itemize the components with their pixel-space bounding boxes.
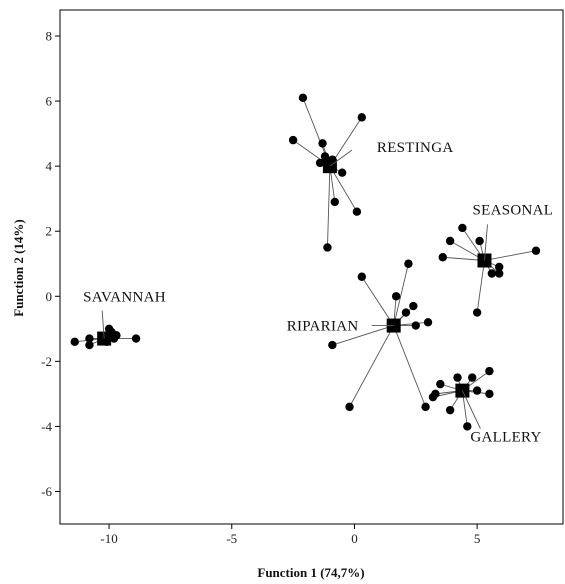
y-tick-label: -2: [41, 354, 52, 369]
group-label-restinga: RESTINGA: [377, 140, 454, 156]
group-label-savannah: SAVANNAH: [83, 290, 166, 306]
y-tick-label: 6: [46, 94, 53, 109]
y-tick-label: -6: [41, 484, 52, 499]
spoke-line-riparian: [362, 277, 394, 326]
point-riparian: [345, 403, 353, 411]
point-seasonal: [458, 224, 466, 232]
group-label-riparian: RIPARIAN: [287, 319, 359, 335]
point-seasonal: [446, 237, 454, 245]
point-restinga: [338, 168, 346, 176]
axis-ticks: -10 -5 0 5 -6 -4 -2 0 2 4 6 8: [41, 29, 480, 546]
point-riparian: [402, 308, 410, 316]
point-gallery: [429, 393, 437, 401]
point-riparian: [424, 318, 432, 326]
point-gallery: [468, 373, 476, 381]
point-riparian: [392, 292, 400, 300]
x-tick-label: -5: [226, 531, 237, 546]
point-restinga: [299, 94, 307, 102]
x-axis-title: Function 1 (74,7%): [257, 565, 364, 580]
group-label-seasonal: SEASONAL: [472, 202, 553, 218]
case-points: [71, 94, 541, 431]
point-seasonal: [488, 269, 496, 277]
point-seasonal: [475, 237, 483, 245]
point-seasonal: [495, 263, 503, 271]
point-restinga: [331, 198, 339, 206]
point-riparian: [412, 321, 420, 329]
point-riparian: [421, 403, 429, 411]
y-axis-title: Function 2 (14%): [11, 219, 26, 317]
y-tick-label: 2: [46, 224, 53, 239]
group-labels: RESTINGA SEASONAL SAVANNAH RIPARIAN GALLERY: [83, 140, 553, 445]
point-seasonal: [473, 308, 481, 316]
point-restinga: [323, 243, 331, 251]
group-label-gallery: GALLERY: [470, 430, 541, 446]
spoke-line-seasonal: [477, 260, 484, 312]
x-tick-label: 0: [351, 531, 358, 546]
spoke-line-restinga: [327, 166, 329, 247]
point-riparian: [409, 302, 417, 310]
group-spokes: [75, 98, 536, 427]
point-savannah: [71, 338, 79, 346]
y-tick-label: 8: [46, 29, 53, 44]
point-gallery: [453, 373, 461, 381]
point-gallery: [446, 406, 454, 414]
point-restinga: [353, 207, 361, 215]
point-riparian: [404, 260, 412, 268]
y-tick-label: -4: [41, 419, 52, 434]
point-restinga: [289, 136, 297, 144]
x-tick-label: -10: [100, 531, 117, 546]
point-gallery: [473, 386, 481, 394]
spoke-line-seasonal: [484, 251, 536, 261]
group-centroids: [97, 159, 491, 397]
point-restinga: [318, 139, 326, 147]
point-savannah: [132, 334, 140, 342]
point-riparian: [328, 341, 336, 349]
y-tick-label: 0: [46, 289, 53, 304]
spoke-line-riparian: [394, 326, 426, 407]
point-riparian: [358, 273, 366, 281]
point-seasonal: [532, 247, 540, 255]
point-seasonal: [439, 253, 447, 261]
point-restinga: [358, 113, 366, 121]
point-gallery: [436, 380, 444, 388]
x-tick-label: 5: [474, 531, 481, 546]
point-gallery: [485, 367, 493, 375]
y-tick-label: 4: [46, 159, 53, 174]
point-gallery: [485, 390, 493, 398]
point-savannah: [85, 341, 93, 349]
